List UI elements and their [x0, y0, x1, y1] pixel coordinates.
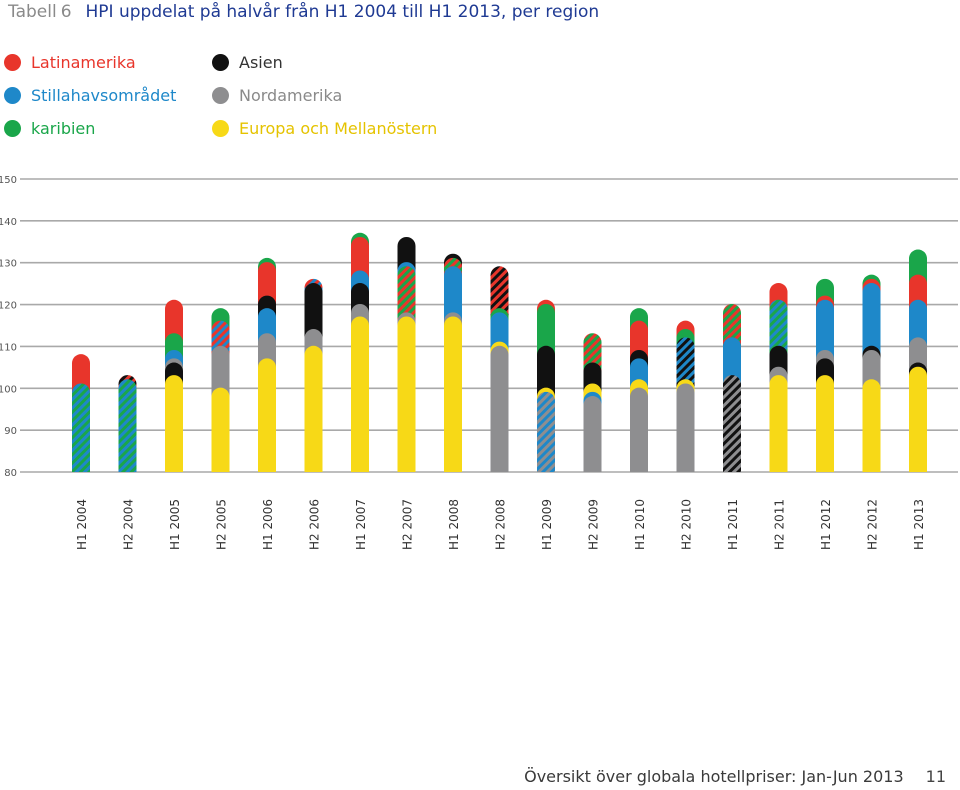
x-tick-label: H2 2006 — [308, 499, 322, 550]
bar-segment-europaochmellanöstern — [769, 375, 788, 472]
legend-label: Latinamerika — [31, 52, 136, 72]
y-tick-label: 80 — [4, 468, 17, 479]
x-tick-label: H1 2007 — [354, 499, 368, 550]
bar-segment-nordamerika — [676, 383, 695, 472]
legend: Latinamerika Stillahavsområdet karibien … — [0, 50, 500, 150]
x-tick-label: H1 2005 — [168, 499, 182, 550]
bar-segment-europaochmellanöstern — [258, 358, 276, 472]
chart-title: Tabell 6 HPI uppdelat på halvår från H1 20… — [8, 2, 599, 22]
bar-segment-europaochmellanöstern — [862, 379, 881, 472]
legend-label: karibien — [31, 118, 96, 138]
legend-item-stillahavsomradet: Stillahavsområdet — [4, 83, 176, 107]
y-tick-label: 150 — [0, 175, 17, 186]
footer: Översikt över globala hotellpriser: Jan-… — [524, 767, 946, 786]
page-number: 11 — [925, 767, 946, 786]
y-tick-label: 100 — [0, 384, 17, 395]
bar-segment-asien-nordamerika-europaochmellanöstern — [723, 375, 741, 472]
legend-dot-icon — [212, 53, 229, 71]
x-tick-label: H1 2006 — [261, 499, 275, 550]
legend-dot-icon — [4, 53, 21, 71]
bar-segment-europaochmellanöstern — [304, 345, 323, 472]
x-tick-label: H1 2010 — [633, 499, 647, 550]
title-text: HPI uppdelat på halvår från H1 2004 till… — [85, 2, 600, 22]
bar-segment-stillahavsområdet-nordamerika — [537, 391, 555, 472]
x-tick-label: H2 2009 — [587, 499, 601, 550]
legend-dot-icon — [4, 86, 21, 104]
legend-label: Nordamerika — [239, 85, 343, 105]
x-tick-label: H1 2004 — [75, 499, 89, 550]
bars-group — [72, 232, 927, 472]
y-tick-label: 130 — [0, 259, 17, 270]
x-tick-label: H2 2011 — [773, 499, 787, 550]
x-tick-label: H2 2007 — [401, 499, 415, 550]
y-tick-label: 140 — [0, 217, 17, 228]
table-number: 6 — [60, 2, 72, 22]
bar-segment-nordamerika — [630, 387, 648, 472]
x-tick-label: H1 2013 — [912, 499, 926, 550]
bar-segment-nordamerika — [583, 396, 602, 472]
bar-segment-europaochmellanöstern — [351, 316, 369, 472]
legend-label: Asien — [239, 52, 283, 72]
x-tick-label: H1 2012 — [819, 499, 833, 550]
x-tick-label: H1 2011 — [726, 499, 740, 550]
legend-item-nordamerika: Nordamerika — [212, 83, 342, 107]
legend-item-karibien: karibien — [4, 116, 95, 140]
bar-segment-nordamerika — [490, 345, 509, 472]
bar-segment-europaochmellanöstern — [211, 387, 230, 472]
x-tick-label: H2 2008 — [494, 499, 508, 550]
x-tick-label: H1 2008 — [447, 499, 461, 550]
x-tick-label: H2 2005 — [215, 499, 229, 550]
legend-item-europa: Europa och Mellanöstern — [212, 116, 437, 140]
legend-dot-icon — [212, 86, 229, 104]
legend-dot-icon — [4, 119, 21, 137]
legend-dot-icon — [212, 119, 229, 137]
legend-item-latinamerika: Latinamerika — [4, 50, 136, 74]
bar-segment-europaochmellanöstern — [165, 375, 183, 472]
legend-label: Europa och Mellanöstern — [239, 118, 438, 138]
x-tick-label: H2 2010 — [680, 499, 694, 550]
y-tick-label: 120 — [0, 301, 17, 312]
table-label: Tabell — [8, 2, 57, 22]
bar-segment-stillahavsområdet-karibien-nordamerika-europaochmellanöstern — [118, 379, 137, 472]
x-tick-label: H1 2009 — [540, 499, 554, 550]
legend-label: Stillahavsområdet — [31, 85, 177, 105]
x-tick-label: H2 2012 — [866, 499, 880, 550]
bar-segment-europaochmellanöstern — [816, 375, 834, 472]
footer-text: Översikt över globala hotellpriser: Jan-… — [524, 767, 904, 786]
legend-item-asien: Asien — [212, 50, 283, 74]
bar-segment-europaochmellanöstern — [397, 316, 416, 472]
bar-segment-stillahavsområdet-karibien-asien-nordamerika-europaochmellanöstern — [72, 383, 90, 472]
chart-plot: 80 90 100 110 120 130 140 150 H1 2004 H2 2004 H1 2… — [0, 175, 958, 550]
bar-segment-europaochmellanöstern — [909, 366, 927, 472]
y-tick-label: 90 — [4, 426, 17, 437]
bar-segment-europaochmellanöstern — [444, 316, 462, 472]
x-tick-label: H2 2004 — [122, 499, 136, 550]
y-tick-label: 110 — [0, 342, 17, 353]
